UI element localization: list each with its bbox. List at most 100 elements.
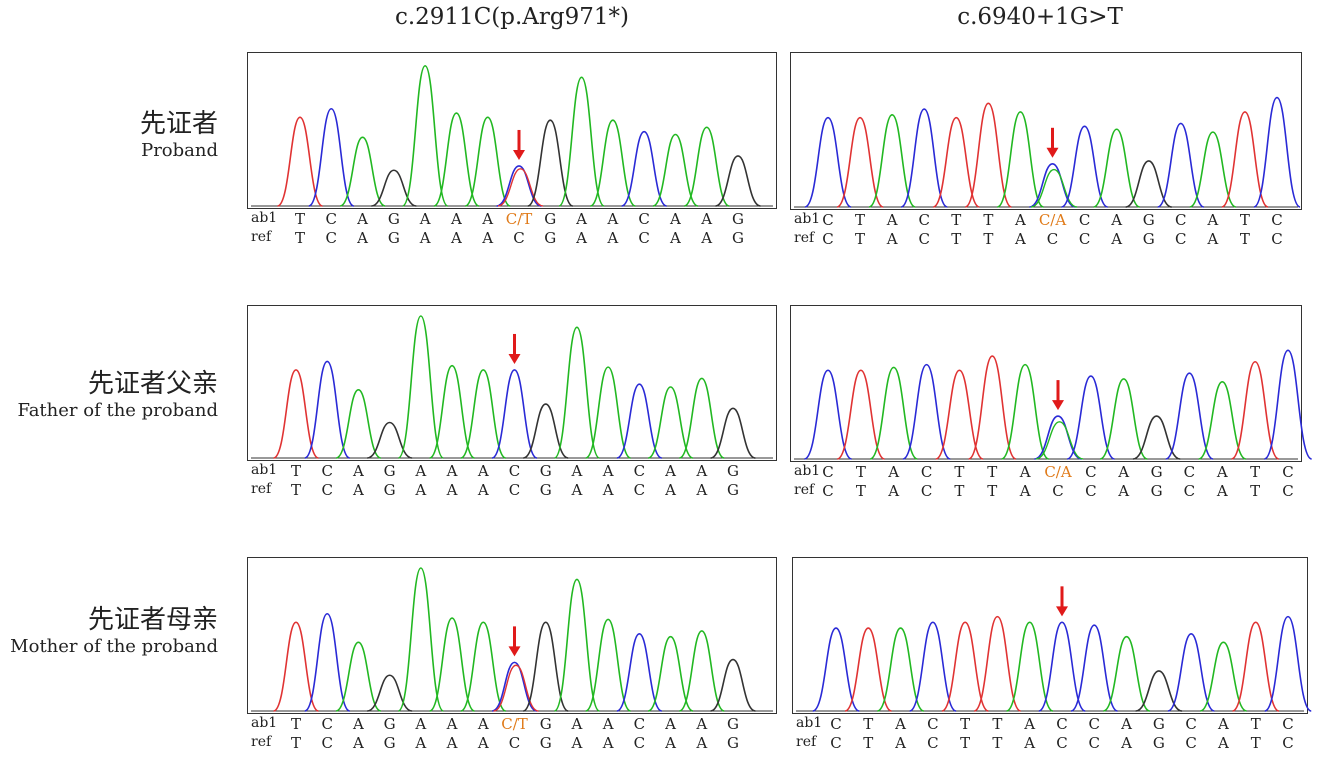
sequence-row-ref: ref T C A G A A A C G A A C A A G (247, 229, 777, 247)
peak-A (647, 386, 694, 459)
base-call: A (1121, 734, 1132, 752)
base-call: T (954, 463, 965, 481)
base-call: G (539, 481, 552, 499)
base-call: C (1078, 211, 1091, 229)
peak-C (616, 383, 663, 459)
base-call: C (918, 230, 930, 248)
base-call: A (886, 230, 898, 248)
base-call: A (482, 229, 494, 247)
base-call: C (1056, 734, 1068, 752)
peak-G (522, 621, 569, 712)
peak-C (1263, 349, 1313, 460)
base-call: G (383, 481, 396, 499)
base-call: A (696, 462, 708, 480)
peak-G (366, 421, 413, 459)
base-call: A (446, 481, 458, 499)
base-call: A (1216, 482, 1228, 500)
base-call: T (290, 481, 302, 499)
base-call: C (1282, 734, 1294, 752)
peak-C (1165, 372, 1214, 460)
base-call: G (539, 734, 552, 752)
sequence-row-label: ab1 (796, 715, 823, 731)
peak-A (585, 366, 632, 459)
sequence-row-ab1: ab1 C T A C T T A C/A C A G C A T C (790, 211, 1302, 229)
base-call: C (927, 734, 939, 752)
base-call: T (992, 734, 1003, 752)
peak-G (1135, 670, 1183, 712)
peak-C (1066, 375, 1115, 460)
peak-A (397, 567, 445, 712)
base-call: T (960, 734, 971, 752)
base-call: A (886, 211, 898, 229)
peak-G (1132, 415, 1181, 460)
base-call: C (1085, 463, 1097, 481)
base-call: A (1118, 482, 1130, 500)
base-call: G (1142, 211, 1155, 229)
sequence-row-label: ref (251, 229, 272, 245)
row-label-proband: 先证者 Proband (140, 108, 218, 162)
sequence-row-label: ref (794, 230, 815, 246)
peak-C (304, 612, 351, 712)
base-call: A (419, 229, 431, 247)
peak-A (553, 326, 601, 459)
peak-A (339, 136, 386, 207)
base-call: A (477, 715, 489, 733)
peak-A (429, 617, 475, 712)
base-call: A (419, 210, 431, 228)
base-call: T (960, 715, 971, 733)
peak-A (1198, 380, 1247, 460)
peak-C (900, 108, 948, 208)
base-call: T (1250, 715, 1261, 733)
base-call: A (571, 481, 583, 499)
base-call: C (927, 715, 939, 733)
base-call: A (701, 210, 713, 228)
base-call: T (1239, 211, 1250, 229)
peak-A (433, 112, 480, 207)
peak-C (1264, 615, 1312, 712)
peak-C (1070, 624, 1118, 712)
base-call: T (863, 734, 874, 752)
sequence-row-label: ab1 (251, 462, 278, 478)
base-call: A (895, 715, 906, 733)
base-call: C (508, 462, 521, 480)
peak-A (1189, 131, 1237, 208)
base-call: A (451, 210, 462, 228)
base-call: A (446, 715, 458, 733)
sequence-row-ab1: ab1 C T A C T T A C/A C A G C A T C (790, 463, 1302, 481)
peak-A (876, 627, 925, 712)
base-call: G (539, 715, 552, 733)
row-label-cn: 先证者 (139, 109, 218, 139)
peak-T (935, 369, 984, 460)
sequence-row-label: ref (251, 481, 272, 497)
base-call: C (1183, 482, 1196, 500)
peak-C (491, 661, 538, 712)
base-call: A (1218, 715, 1229, 733)
peak-A (868, 114, 916, 208)
base-call: C (1088, 734, 1101, 752)
peak-A (401, 65, 449, 207)
base-call: G (732, 210, 744, 228)
sequence-row-ref: ref T C A G A A A C G A A C A A G (247, 734, 777, 752)
peak-T (836, 116, 884, 208)
sequence-row-ab1: ab1 C T A C T T A C C A G C A T C (792, 715, 1308, 733)
base-call: C (638, 210, 650, 228)
sequence-row-ab1: ab1 T C A G A A A C/T G A A C A A G (247, 715, 777, 733)
base-call: G (1142, 230, 1155, 248)
column-title-nonsense: c.2911C(p.Arg971*) (394, 4, 630, 30)
base-call: T (855, 463, 866, 481)
base-call: C (830, 715, 842, 733)
base-call: C (633, 734, 646, 752)
base-call: A (607, 210, 619, 228)
base-call: A (1121, 715, 1132, 733)
peak-G (710, 407, 756, 459)
base-call: C (633, 715, 646, 733)
variant-arrow-icon (508, 626, 521, 657)
base-call: C (830, 734, 842, 752)
base-call: G (387, 229, 400, 247)
base-call: G (383, 462, 396, 480)
peak-C (812, 627, 860, 712)
peak-C (902, 363, 951, 460)
base-call: C (321, 462, 333, 480)
peak-C (1038, 621, 1086, 712)
peak-G (710, 658, 756, 712)
